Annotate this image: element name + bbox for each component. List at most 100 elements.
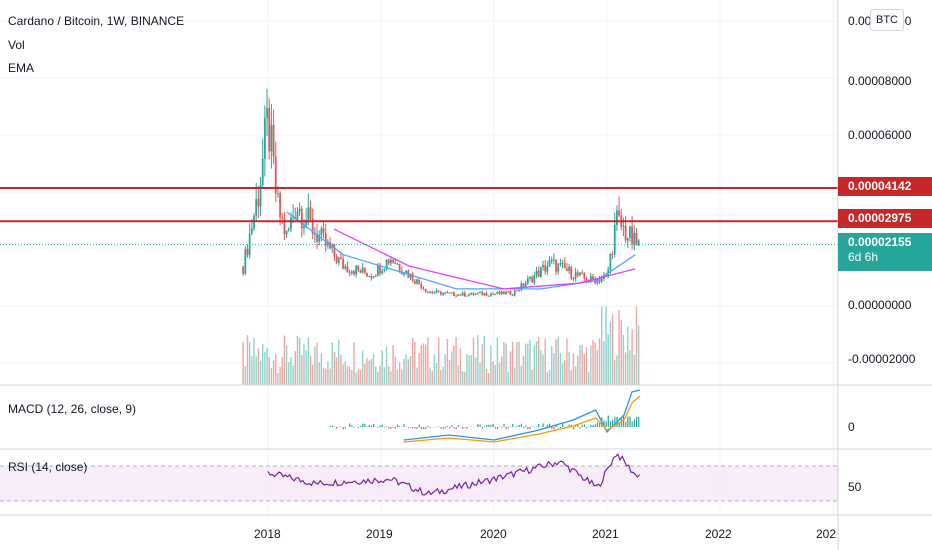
macd-histogram-bar — [362, 423, 364, 427]
macd-histogram-bar — [462, 427, 464, 429]
volume-bar — [468, 355, 470, 385]
volume-bar — [388, 366, 390, 385]
macd-histogram-bar — [607, 415, 609, 427]
rsi-line — [267, 452, 641, 496]
volume-bar — [611, 314, 614, 385]
macd-histogram-bar — [427, 425, 429, 427]
candle-body — [561, 263, 564, 265]
volume-bar — [622, 334, 625, 385]
volume-bar — [546, 372, 549, 385]
candle-body — [546, 266, 549, 272]
candle-body — [618, 210, 620, 216]
candle-body — [576, 272, 579, 276]
ema-legend[interactable]: EMA — [8, 61, 35, 75]
volume-legend[interactable]: Vol — [8, 38, 25, 52]
volume-bar — [298, 338, 301, 385]
volume-bar — [535, 341, 538, 385]
volume-bars — [242, 306, 640, 385]
candle-body — [281, 217, 284, 219]
macd-histogram-bar — [568, 424, 570, 427]
macd-histogram-bar — [377, 427, 379, 429]
macd-legend[interactable]: MACD (12, 26, close, 9) — [8, 402, 137, 416]
macd-histogram-bar — [351, 425, 353, 427]
macd-histogram-bar — [638, 416, 640, 427]
candle-body — [520, 283, 523, 290]
ema-lines — [286, 211, 636, 290]
volume-bar — [574, 366, 577, 385]
volume-bar — [637, 325, 640, 385]
volume-bar — [520, 365, 522, 385]
rsi-legend[interactable]: RSI (14, close) — [8, 460, 88, 474]
macd-histogram-bar — [507, 427, 509, 429]
candle-body — [483, 293, 486, 296]
volume-bar — [409, 356, 412, 385]
macd-histogram-bar — [349, 423, 351, 427]
rsi-pane — [0, 452, 838, 502]
candle-body — [444, 292, 447, 294]
candle-body — [424, 289, 427, 292]
macd-histogram-bar — [501, 427, 503, 428]
candle-body — [611, 254, 614, 256]
candle-body — [463, 292, 466, 297]
macd-histogram-bar — [399, 426, 401, 427]
currency-badge[interactable]: BTC — [870, 9, 904, 31]
volume-bar — [496, 337, 499, 385]
macd-histogram-bar — [442, 427, 444, 430]
volume-bar — [542, 354, 544, 385]
volume-bar — [351, 369, 353, 385]
volume-bar — [340, 354, 342, 385]
candle-body — [255, 199, 258, 216]
candle-body — [563, 263, 566, 269]
candle-body — [287, 229, 290, 231]
macd-histogram-bar — [453, 427, 455, 429]
macd-histogram-bar — [383, 427, 386, 428]
candle-body — [435, 290, 438, 293]
volume-bar — [509, 351, 512, 385]
candle-body — [489, 293, 492, 296]
volume-bar — [338, 339, 340, 385]
candle-body — [409, 273, 412, 278]
macd-histogram-bar — [520, 423, 522, 427]
macd-histogram-bar — [590, 424, 592, 427]
macd-histogram-bar — [592, 424, 594, 427]
macd-histogram-bar — [403, 424, 405, 427]
volume-bar — [405, 354, 407, 385]
volume-bar — [444, 354, 446, 385]
macd-histogram-bar — [368, 424, 370, 427]
volume-bar — [585, 347, 588, 385]
candle-body — [481, 292, 484, 296]
volume-bar — [344, 361, 346, 385]
candle-body — [624, 225, 627, 241]
volume-bar — [598, 338, 601, 385]
volume-bar — [470, 355, 473, 385]
candle-body — [405, 270, 408, 274]
volume-bar — [372, 353, 375, 385]
candle-body — [250, 228, 253, 234]
candle-body — [390, 259, 392, 264]
volume-bar — [318, 362, 320, 385]
macd-histogram-bar — [516, 425, 518, 427]
candle-body — [472, 292, 475, 295]
macd-histogram-bar — [429, 427, 431, 428]
macd-histogram-bar — [464, 427, 466, 428]
candle-body — [559, 263, 562, 265]
volume-bar — [320, 353, 323, 385]
ema-line-slow — [333, 228, 636, 290]
volume-bar — [374, 366, 377, 385]
candle-body — [381, 270, 384, 274]
volume-bar — [296, 335, 299, 385]
candle-body — [368, 276, 371, 278]
candle-body — [337, 257, 340, 263]
volume-bar — [420, 344, 423, 385]
candle-body — [266, 107, 268, 118]
candle-body — [387, 259, 390, 264]
macd-histogram-bar — [572, 427, 575, 430]
candle-body — [474, 293, 477, 295]
rsi-band — [0, 466, 838, 501]
volume-bar — [440, 370, 442, 385]
macd-histogram-bar — [605, 421, 607, 427]
macd-histogram-bar — [364, 423, 366, 427]
macd-histogram-bar — [583, 424, 585, 427]
macd-histogram-bar — [494, 427, 496, 429]
candle-body — [455, 295, 458, 297]
